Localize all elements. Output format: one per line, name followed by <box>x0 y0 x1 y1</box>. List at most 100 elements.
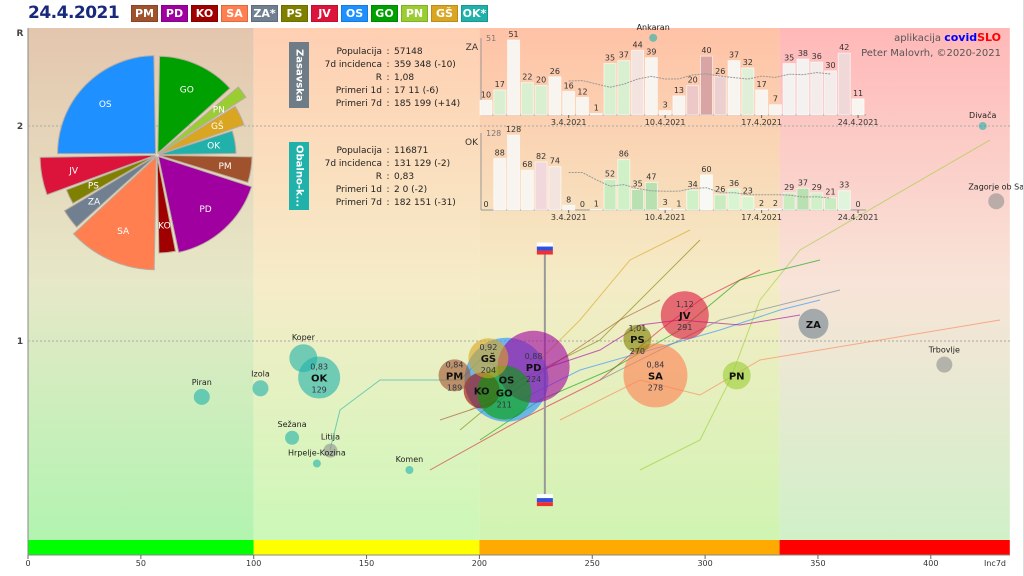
pie-slice-sa <box>72 155 157 271</box>
legend-chip-pd[interactable]: PD <box>161 5 188 22</box>
pie-slice-os <box>57 55 157 155</box>
info-value: 116871 <box>394 146 429 156</box>
legend-chip-jv[interactable]: JV <box>311 5 338 22</box>
region-label: ZA <box>806 320 821 331</box>
pie-slice-gš <box>158 105 245 155</box>
bar <box>534 85 548 116</box>
region-tab-obalno[interactable]: Obalno-k... <box>289 142 309 210</box>
info-row: 7d incidenca:131 129 (-2) <box>312 158 456 171</box>
municipality-bubble <box>252 380 269 397</box>
flag-blue <box>536 246 553 251</box>
municipality-label: Zagorje ob Sa <box>968 182 1024 191</box>
date-tick-label: 10.4.2021 <box>645 213 686 222</box>
bar <box>617 60 631 116</box>
bar-value-label: 3 <box>663 101 668 110</box>
bar <box>548 76 562 116</box>
region-info-obalno: Populacija:116871 7d incidenca:131 129 (-… <box>312 145 456 210</box>
bar <box>686 189 700 211</box>
legend-chip-go[interactable]: GO <box>371 5 398 22</box>
zone-background-1 <box>253 28 480 540</box>
bar <box>851 98 865 116</box>
info-label: R <box>375 172 382 182</box>
region-info-zasavska: Populacija:57148 7d incidenca:359 348 (-1… <box>312 46 460 111</box>
bar <box>741 196 755 211</box>
region-label: GO <box>496 389 513 400</box>
info-value: 17 11 (-6) <box>394 86 439 96</box>
bar-value-label: 10 <box>481 90 491 99</box>
zone-bar-3 <box>779 540 1010 555</box>
bar <box>686 85 700 116</box>
legend-chip-sa[interactable]: SA <box>221 5 248 22</box>
municipality-bubble <box>988 193 1005 210</box>
bar <box>768 104 782 116</box>
pie-slice-pm <box>158 154 253 184</box>
bar <box>658 207 672 211</box>
bar <box>699 55 713 116</box>
bar <box>520 169 534 211</box>
region-r-value: 0,84 <box>446 360 464 369</box>
bar-value-label: 29 <box>812 183 822 192</box>
legend-chip-ok[interactable]: OK* <box>461 5 488 22</box>
region-label: PS <box>630 335 645 346</box>
zone-bar-1 <box>253 540 480 555</box>
bar-value-label: 26 <box>715 185 725 194</box>
info-row: 7d incidenca:359 348 (-10) <box>312 59 460 72</box>
region-inc-value: 129 <box>312 386 327 395</box>
bar <box>644 57 658 116</box>
bar <box>713 76 727 116</box>
legend-chip-ko[interactable]: KO <box>191 5 218 22</box>
legend-chip-ps[interactable]: PS <box>281 5 308 22</box>
bar-chart-title: OK <box>465 138 479 148</box>
legend-chip-gš[interactable]: GŠ <box>431 5 458 22</box>
bar-value-label: 12 <box>577 87 587 96</box>
x-tick-label: 300 <box>697 559 712 568</box>
legend-chip-pm[interactable]: PM <box>131 5 158 22</box>
region-bubble-sa <box>623 343 688 408</box>
bar <box>727 60 741 116</box>
bar <box>837 52 851 116</box>
date-tick-label: 17.4.2021 <box>741 213 782 222</box>
region-inc-value: 211 <box>497 401 512 410</box>
bar <box>603 179 617 211</box>
info-row: Primeri 1d:2 0 (-2) <box>312 184 456 197</box>
pie-label: KO <box>158 222 171 232</box>
bar-value-label: 88 <box>495 148 505 157</box>
date-tick-label: 10.4.2021 <box>645 118 686 127</box>
municipality-label: Sežana <box>278 420 307 429</box>
region-r-value: 0,84 <box>647 360 665 369</box>
bar <box>768 208 782 211</box>
bar <box>755 208 769 211</box>
bar-value-label: 20 <box>688 76 698 85</box>
bar-value-label: 68 <box>522 160 532 169</box>
legend-chip-os[interactable]: OS <box>341 5 368 22</box>
info-row: R:0,83 <box>312 171 456 184</box>
pie-label: JV <box>68 166 79 176</box>
municipality-label: Divača <box>969 110 996 120</box>
history-trail <box>559 319 1001 421</box>
info-label: 7d incidenca <box>324 159 382 169</box>
municipality-bubble <box>978 122 987 130</box>
bar-value-label: 52 <box>605 170 615 179</box>
region-r-value: 1,12 <box>676 300 694 309</box>
region-bubble-pn <box>722 361 751 390</box>
bar <box>824 197 837 211</box>
region-label: PM <box>446 371 463 382</box>
legend-chip-za[interactable]: ZA* <box>251 5 278 22</box>
bar-value-label: 8 <box>566 195 571 204</box>
x-tick-label: 250 <box>585 559 600 568</box>
region-bubble-jv <box>660 291 709 340</box>
info-value: 185 199 (+14) <box>394 99 461 109</box>
region-pie-chart: OS GO PN GŠ OK PM PD KO SA ZA PS JV <box>39 55 253 271</box>
info-row: Primeri 7d:185 199 (+14) <box>312 98 460 111</box>
region-label: PD <box>526 363 542 374</box>
region-tab-zasavska[interactable]: Zasavska <box>289 42 309 108</box>
info-value: 359 348 (-10) <box>394 60 456 70</box>
bar-value-label: 51 <box>508 30 518 39</box>
municipality-label: Izola <box>251 369 270 378</box>
pie-label: PD <box>199 205 211 215</box>
info-label: Populacija <box>336 146 382 156</box>
bar-value-label: 44 <box>632 40 642 49</box>
legend-chip-pn[interactable]: PN <box>401 5 428 22</box>
municipality-bubble <box>936 356 953 373</box>
